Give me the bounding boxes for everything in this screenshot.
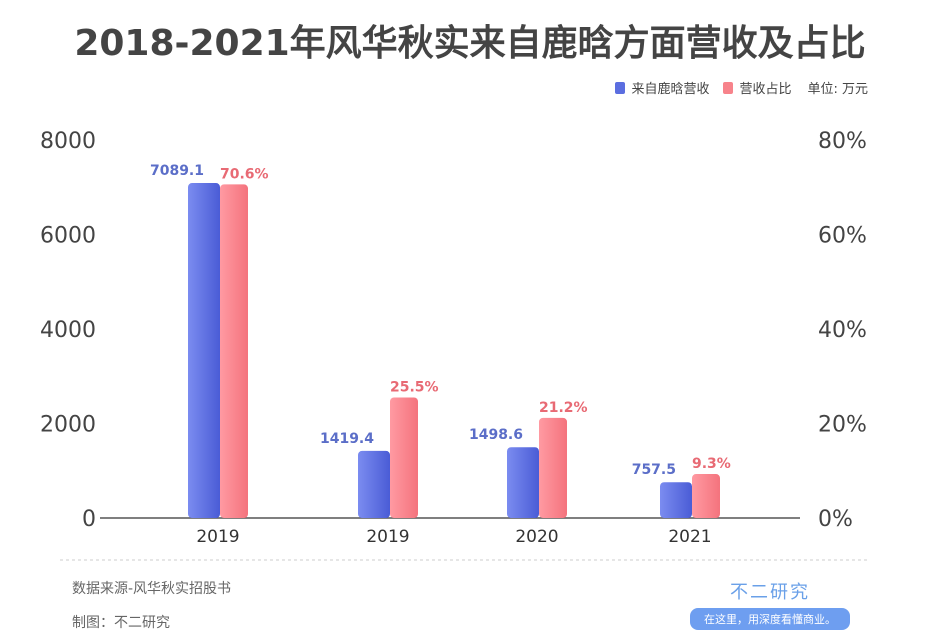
legend-label-share: 营收占比 bbox=[739, 82, 792, 97]
y2-tick-label: 80% bbox=[818, 129, 867, 154]
legend-swatch-revenue bbox=[615, 81, 626, 94]
x-tick-label: 2021 bbox=[668, 527, 711, 547]
data-label-revenue: 7089.1 bbox=[150, 163, 204, 179]
x-tick-label: 2019 bbox=[366, 527, 409, 547]
legend: 来自鹿晗营收 营收占比 单位: 万元 bbox=[615, 78, 868, 97]
y2-tick-label: 60% bbox=[818, 224, 867, 249]
y2-tick-label: 40% bbox=[818, 318, 867, 343]
legend-label-revenue: 来自鹿晗营收 bbox=[631, 82, 710, 97]
bar-revenue bbox=[660, 482, 692, 518]
bar-revenue bbox=[188, 183, 220, 518]
logo-slogan: 在这里，用深度看懂商业。 bbox=[690, 608, 850, 630]
y2-tick-label: 20% bbox=[818, 413, 867, 438]
y-tick-label: 6000 bbox=[40, 224, 96, 249]
brand-logo: 不二研究 在这里，用深度看懂商业。 bbox=[690, 578, 850, 630]
data-label-revenue: 1498.6 bbox=[469, 427, 523, 443]
y2-tick-label: 0% bbox=[818, 507, 853, 532]
y-tick-label: 8000 bbox=[40, 129, 96, 154]
data-label-share: 21.2% bbox=[539, 400, 588, 416]
data-label-share: 25.5% bbox=[390, 380, 439, 396]
data-label-revenue: 757.5 bbox=[632, 462, 676, 478]
logo-name: 不二研究 bbox=[730, 582, 810, 603]
bar-revenue bbox=[358, 450, 390, 518]
bar-share bbox=[692, 474, 720, 518]
bar-share bbox=[220, 184, 248, 519]
data-label-share: 9.3% bbox=[692, 456, 731, 472]
x-tick-label: 2019 bbox=[196, 527, 239, 547]
y-tick-label: 4000 bbox=[40, 318, 96, 343]
bar-revenue bbox=[507, 447, 539, 518]
x-tick-label: 2020 bbox=[515, 527, 558, 547]
unit-label: 单位: 万元 bbox=[807, 82, 868, 97]
made-by-note: 制图：不二研究 bbox=[72, 615, 170, 631]
source-note: 数据来源-风华秋实招股书 bbox=[72, 581, 232, 597]
bar-share bbox=[390, 397, 418, 518]
data-label-share: 70.6% bbox=[220, 166, 269, 182]
data-label-revenue: 1419.4 bbox=[320, 431, 374, 447]
y-tick-label: 0 bbox=[82, 507, 96, 532]
chart-title: 2018-2021年风华秋实来自鹿晗方面营收及占比 bbox=[74, 23, 866, 64]
y-tick-label: 2000 bbox=[40, 413, 96, 438]
legend-swatch-share bbox=[723, 81, 734, 94]
bar-share bbox=[539, 417, 567, 518]
